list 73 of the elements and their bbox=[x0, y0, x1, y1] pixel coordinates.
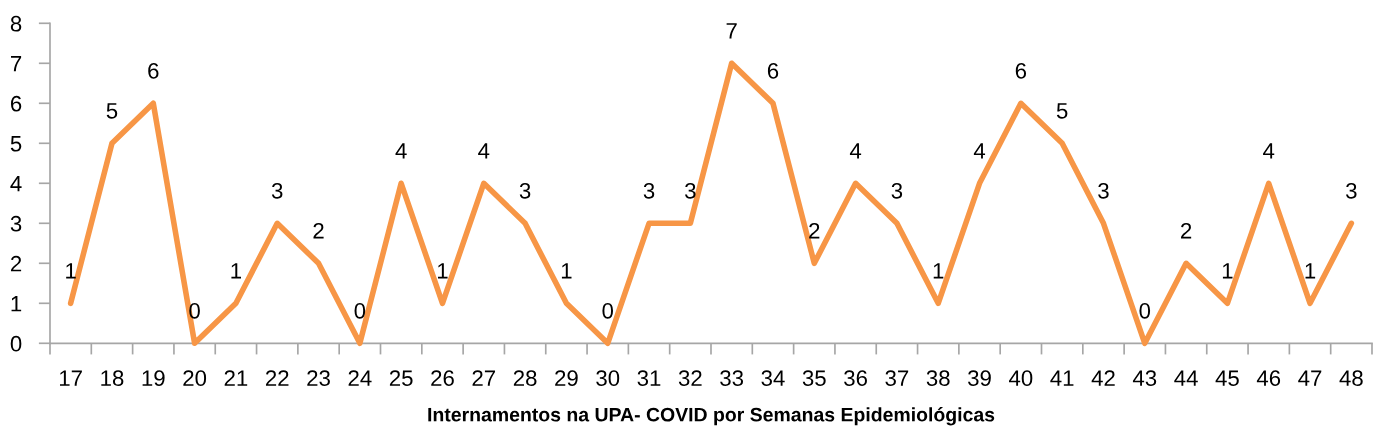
x-tick-label: 40 bbox=[1009, 370, 1033, 387]
y-tick-label: 5 bbox=[10, 136, 22, 152]
x-tick-label: 17 bbox=[59, 370, 82, 386]
x-tick-label: 47 bbox=[1298, 370, 1322, 386]
x-tick-label: 32 bbox=[678, 370, 702, 387]
x-tick-label: 22 bbox=[265, 370, 289, 386]
x-tick-label: 24 bbox=[348, 370, 372, 386]
y-tick-label: 1 bbox=[11, 296, 22, 312]
x-tick-label: 41 bbox=[1050, 370, 1074, 386]
x-tick-label: 27 bbox=[472, 370, 496, 386]
data-label: 6 bbox=[767, 62, 779, 79]
x-tick-label: 19 bbox=[142, 370, 165, 387]
y-tick-label: 6 bbox=[10, 95, 22, 112]
data-label: 1 bbox=[437, 263, 448, 279]
data-label: 3 bbox=[1346, 182, 1357, 199]
y-tick-label: 4 bbox=[10, 176, 22, 192]
data-label: 0 bbox=[354, 302, 366, 319]
data-label: 3 bbox=[685, 182, 696, 199]
data-label: 6 bbox=[1015, 62, 1027, 79]
x-tick-label: 36 bbox=[844, 370, 867, 387]
x-tick-label: 18 bbox=[101, 370, 124, 387]
x-tick-label: 42 bbox=[1091, 370, 1115, 386]
data-label: 7 bbox=[726, 23, 737, 39]
x-tick-label: 21 bbox=[224, 370, 248, 386]
data-label: 1 bbox=[66, 263, 76, 279]
x-tick-label: 43 bbox=[1132, 370, 1157, 387]
data-label: 2 bbox=[809, 222, 820, 239]
data-label: 4 bbox=[478, 143, 490, 159]
data-label: 4 bbox=[1263, 143, 1275, 159]
data-label: 0 bbox=[1139, 302, 1151, 319]
y-tick-label: 8 bbox=[10, 15, 22, 32]
x-tick-label: 23 bbox=[307, 370, 330, 387]
data-label: 3 bbox=[1098, 182, 1109, 199]
data-label: 6 bbox=[148, 62, 159, 79]
x-tick-label: 28 bbox=[513, 370, 537, 387]
data-label: 3 bbox=[271, 182, 283, 199]
x-tick-label: 25 bbox=[389, 370, 413, 387]
x-tick-label: 31 bbox=[637, 370, 661, 387]
data-label: 1 bbox=[933, 263, 944, 279]
data-label: 1 bbox=[1222, 263, 1233, 279]
x-axis-title: Internamentos na UPA- COVID por Semanas Epidemiológicas bbox=[428, 407, 995, 426]
x-tick-label: 38 bbox=[926, 370, 950, 387]
x-tick-label: 34 bbox=[761, 370, 785, 387]
x-tick-label: 44 bbox=[1174, 370, 1198, 386]
data-label: 4 bbox=[395, 143, 407, 159]
data-label: 4 bbox=[973, 143, 986, 159]
data-label: 3 bbox=[643, 182, 655, 199]
data-label: 1 bbox=[561, 263, 572, 279]
x-tick-label: 30 bbox=[596, 370, 620, 387]
x-tick-label: 45 bbox=[1215, 370, 1239, 387]
x-tick-label: 46 bbox=[1256, 370, 1281, 387]
data-label: 1 bbox=[1305, 263, 1316, 279]
x-tick-label: 26 bbox=[431, 370, 454, 387]
x-tick-label: 48 bbox=[1339, 370, 1363, 387]
data-label: 5 bbox=[106, 103, 118, 119]
data-label: 3 bbox=[891, 182, 903, 199]
data-label: 0 bbox=[602, 302, 614, 319]
x-tick-label: 20 bbox=[183, 370, 207, 387]
x-tick-label: 29 bbox=[555, 370, 578, 387]
data-label: 2 bbox=[313, 222, 324, 239]
y-tick-label: 0 bbox=[10, 335, 22, 352]
data-label: 3 bbox=[519, 182, 531, 199]
x-tick-label: 33 bbox=[720, 370, 744, 387]
data-label: 1 bbox=[231, 263, 241, 279]
y-tick-label: 2 bbox=[10, 255, 22, 272]
data-label: 4 bbox=[849, 143, 862, 159]
x-tick-label: 39 bbox=[968, 370, 991, 387]
data-label: 5 bbox=[1056, 103, 1068, 119]
x-tick-label: 37 bbox=[885, 370, 909, 387]
x-tick-label: 35 bbox=[802, 370, 826, 387]
y-tick-label: 3 bbox=[10, 215, 22, 232]
data-label: 2 bbox=[1181, 222, 1192, 239]
y-tick-label: 7 bbox=[11, 56, 22, 72]
